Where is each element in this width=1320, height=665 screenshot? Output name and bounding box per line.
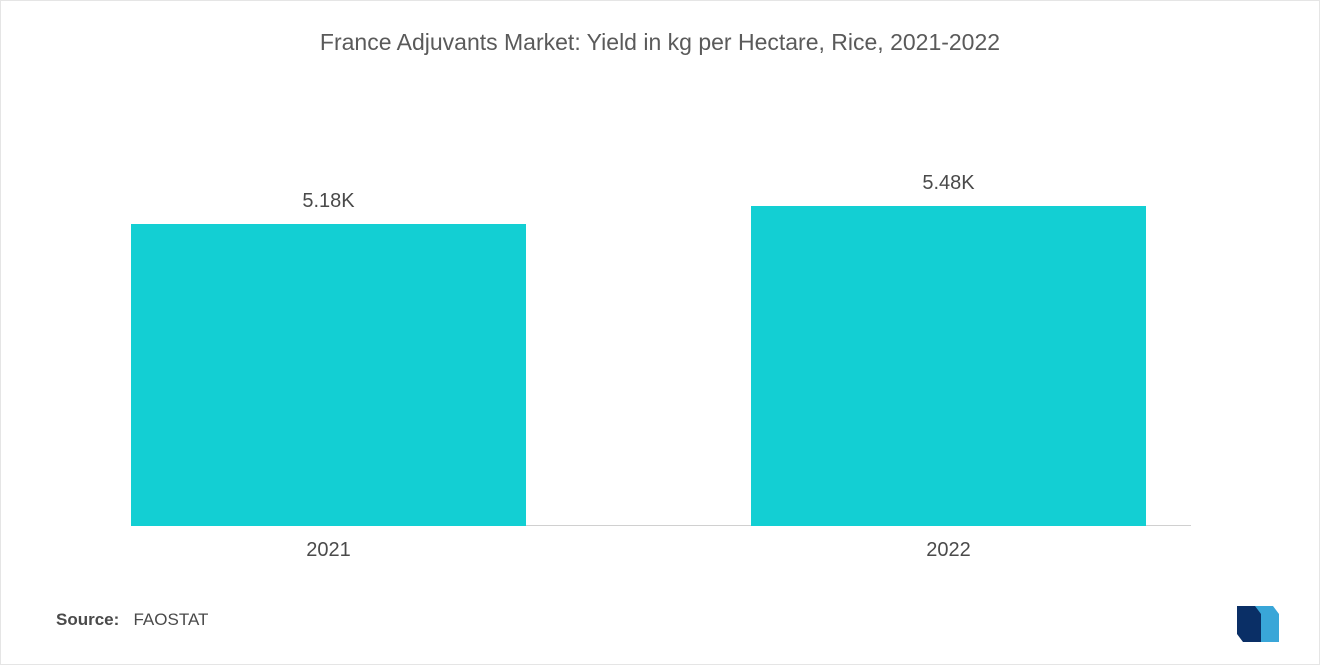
chart-title: France Adjuvants Market: Yield in kg per… — [1, 29, 1319, 56]
bar-2022: 5.48K 2022 — [751, 206, 1146, 526]
source-label: Source: — [56, 610, 119, 629]
source-citation: Source: FAOSTAT — [56, 610, 208, 630]
chart-plot-area: 5.18K 2021 5.48K 2022 — [131, 116, 1191, 526]
source-value: FAOSTAT — [133, 610, 208, 629]
bar-2021: 5.18K 2021 — [131, 224, 526, 526]
bar-value-label: 5.18K — [131, 190, 526, 213]
bar-value-label: 5.48K — [751, 172, 1146, 195]
bar-category-label: 2021 — [131, 539, 526, 562]
chart-container: France Adjuvants Market: Yield in kg per… — [0, 0, 1320, 665]
bar-category-label: 2022 — [751, 539, 1146, 562]
brand-logo-icon — [1231, 604, 1287, 644]
